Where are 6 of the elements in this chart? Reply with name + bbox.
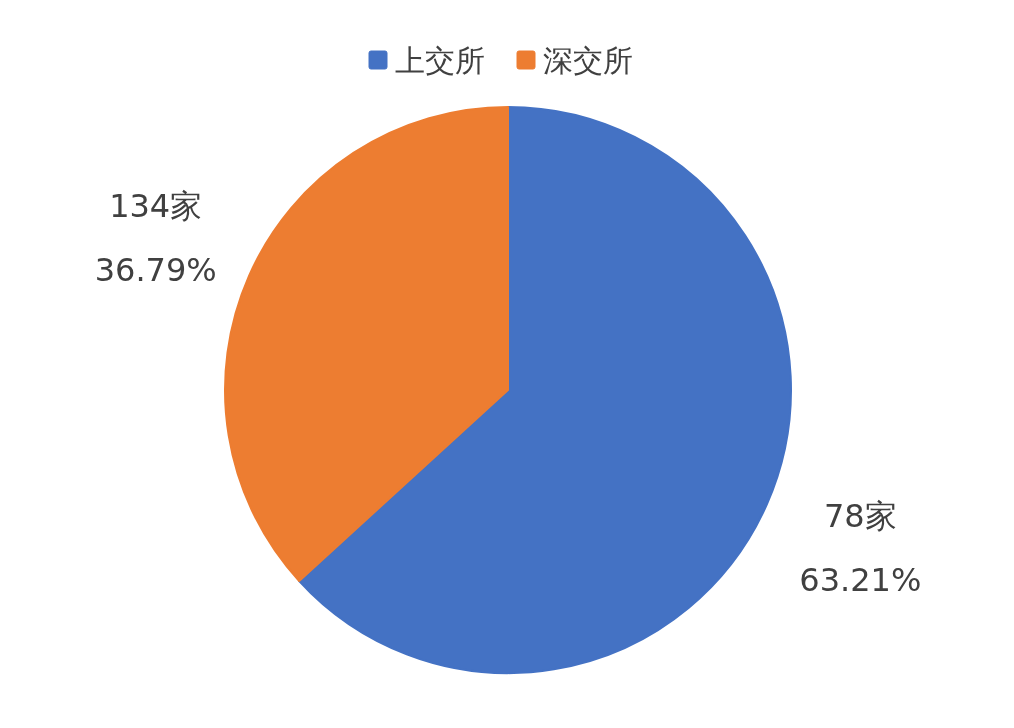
data-label: 78家 63.21% <box>799 497 922 600</box>
pie-slice <box>224 106 509 582</box>
pie-slice <box>298 106 792 674</box>
legend-label: 上交所 <box>395 43 485 78</box>
data-label: 134家 36.79% <box>94 186 217 289</box>
legend-label: 深交所 <box>543 43 633 78</box>
